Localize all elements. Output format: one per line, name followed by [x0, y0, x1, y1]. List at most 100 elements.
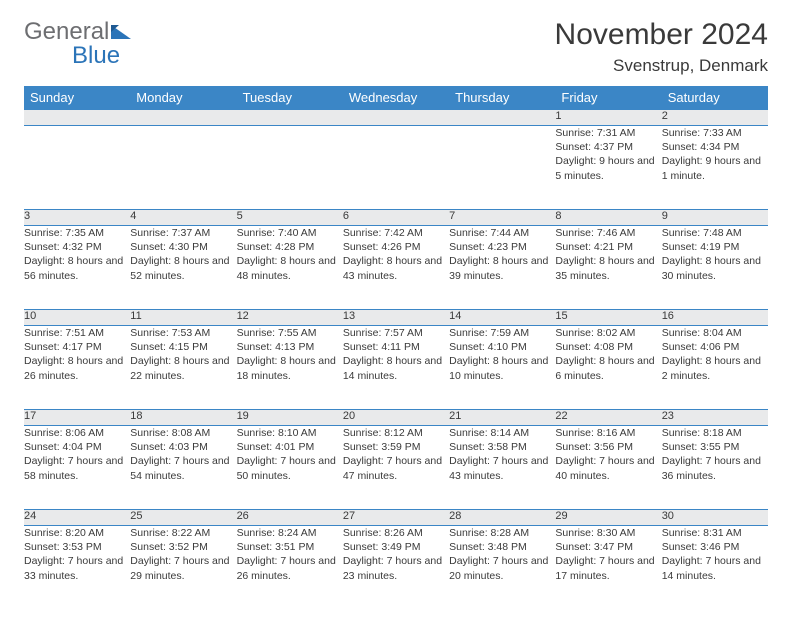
day-detail-cell: Sunrise: 8:04 AMSunset: 4:06 PMDaylight:…	[662, 326, 768, 410]
day-number-cell: 3	[24, 210, 130, 226]
day-detail-cell: Sunrise: 8:02 AMSunset: 4:08 PMDaylight:…	[555, 326, 661, 410]
day-number-cell: 16	[662, 310, 768, 326]
day-number-cell	[130, 110, 236, 126]
day-number-cell: 11	[130, 310, 236, 326]
week-detail-row: Sunrise: 7:51 AMSunset: 4:17 PM Daylight:…	[24, 326, 768, 410]
sunrise-text: Sunrise: 8:24 AM	[237, 526, 343, 540]
sunrise-text: Sunrise: 7:33 AM	[662, 126, 768, 140]
sunrise-text: Sunrise: 7:44 AM	[449, 226, 555, 240]
sunset-text: Sunset: 4:10 PM	[449, 340, 555, 354]
sunrise-text: Sunrise: 7:51 AM	[24, 326, 130, 340]
day-detail-cell: Sunrise: 8:26 AMSunset: 3:49 PMDaylight:…	[343, 526, 449, 610]
title-block: November 2024 Svenstrup, Denmark	[555, 18, 768, 76]
weekday-header: Sunday	[24, 86, 130, 110]
daylight-text: Daylight: 8 hours and 2 minutes.	[662, 354, 768, 382]
sunset-text: Sunset: 4:08 PM	[555, 340, 661, 354]
sunrise-text: Sunrise: 8:26 AM	[343, 526, 449, 540]
sunset-text: Sunset: 3:46 PM	[662, 540, 768, 554]
day-detail-cell	[24, 126, 130, 210]
day-number-cell: 6	[343, 210, 449, 226]
week-detail-row: Sunrise: 7:35 AMSunset: 4:32 PMDaylight:…	[24, 226, 768, 310]
weekday-header-row: Sunday Monday Tuesday Wednesday Thursday…	[24, 86, 768, 110]
daylight-text: Daylight: 7 hours and 14 minutes.	[662, 554, 768, 582]
day-detail-cell	[343, 126, 449, 210]
day-detail-cell: Sunrise: 7:33 AMSunset: 4:34 PMDaylight:…	[662, 126, 768, 210]
sunrise-text: Sunrise: 7:35 AM	[24, 226, 130, 240]
day-detail-cell: Sunrise: 7:57 AMSunset: 4:11 PMDaylight:…	[343, 326, 449, 410]
sunrise-text: Sunrise: 8:02 AM	[555, 326, 661, 340]
day-number-cell: 21	[449, 410, 555, 426]
sunrise-text: Sunrise: 8:22 AM	[130, 526, 236, 540]
location: Svenstrup, Denmark	[555, 56, 768, 76]
daylight-text: Daylight: 7 hours and 17 minutes.	[555, 554, 661, 582]
day-number-cell: 15	[555, 310, 661, 326]
sunset-text: Sunset: 4:34 PM	[662, 140, 768, 154]
sunset-text: Sunset: 3:55 PM	[662, 440, 768, 454]
sunset-text: Sunset: 4:17 PM	[24, 340, 130, 354]
day-detail-cell: Sunrise: 8:14 AMSunset: 3:58 PMDaylight:…	[449, 426, 555, 510]
sunrise-text: Sunrise: 8:14 AM	[449, 426, 555, 440]
day-detail-cell: Sunrise: 8:08 AMSunset: 4:03 PMDaylight:…	[130, 426, 236, 510]
daylight-text: Daylight: 7 hours and 20 minutes.	[449, 554, 555, 582]
day-number-cell: 2	[662, 110, 768, 126]
weekday-header: Friday	[555, 86, 661, 110]
day-number-cell: 17	[24, 410, 130, 426]
daylight-text: Daylight: 8 hours and 14 minutes.	[343, 354, 449, 382]
day-detail-cell	[237, 126, 343, 210]
day-detail-cell	[449, 126, 555, 210]
daylight-text: Daylight: 7 hours and 54 minutes.	[130, 454, 236, 482]
sunset-text: Sunset: 4:04 PM	[24, 440, 130, 454]
sunrise-text: Sunrise: 7:42 AM	[343, 226, 449, 240]
day-detail-cell: Sunrise: 8:06 AMSunset: 4:04 PMDaylight:…	[24, 426, 130, 510]
sunrise-text: Sunrise: 7:53 AM	[130, 326, 236, 340]
sunset-text: Sunset: 3:47 PM	[555, 540, 661, 554]
daylight-text: Daylight: 9 hours and 5 minutes.	[555, 154, 661, 182]
sunset-text: Sunset: 4:01 PM	[237, 440, 343, 454]
sunset-text: Sunset: 3:58 PM	[449, 440, 555, 454]
day-number-cell: 14	[449, 310, 555, 326]
weekday-header: Wednesday	[343, 86, 449, 110]
day-detail-cell: Sunrise: 7:59 AMSunset: 4:10 PMDaylight:…	[449, 326, 555, 410]
day-detail-cell: Sunrise: 8:31 AMSunset: 3:46 PMDaylight:…	[662, 526, 768, 610]
sunset-text: Sunset: 3:52 PM	[130, 540, 236, 554]
day-detail-cell: Sunrise: 7:53 AMSunset: 4:15 PMDaylight:…	[130, 326, 236, 410]
day-number-cell	[24, 110, 130, 126]
weekday-header: Thursday	[449, 86, 555, 110]
day-detail-cell: Sunrise: 7:46 AMSunset: 4:21 PMDaylight:…	[555, 226, 661, 310]
day-detail-cell: Sunrise: 7:35 AMSunset: 4:32 PMDaylight:…	[24, 226, 130, 310]
sunset-text: Sunset: 4:28 PM	[237, 240, 343, 254]
day-number-cell	[449, 110, 555, 126]
sunset-text: Sunset: 3:48 PM	[449, 540, 555, 554]
daylight-text: Daylight: 8 hours and 30 minutes.	[662, 254, 768, 282]
day-detail-cell: Sunrise: 8:12 AMSunset: 3:59 PMDaylight:…	[343, 426, 449, 510]
sunset-text: Sunset: 4:21 PM	[555, 240, 661, 254]
day-number-cell: 10	[24, 310, 130, 326]
calendar-table: Sunday Monday Tuesday Wednesday Thursday…	[24, 86, 768, 610]
day-number-cell: 20	[343, 410, 449, 426]
daylight-text: Daylight: 7 hours and 43 minutes.	[449, 454, 555, 482]
sunrise-text: Sunrise: 7:48 AM	[662, 226, 768, 240]
day-number-cell: 5	[237, 210, 343, 226]
weekday-header: Saturday	[662, 86, 768, 110]
daylight-text: Daylight: 8 hours and 6 minutes.	[555, 354, 661, 382]
daylight-text: Daylight: 7 hours and 23 minutes.	[343, 554, 449, 582]
day-number-cell: 9	[662, 210, 768, 226]
sunset-text: Sunset: 4:03 PM	[130, 440, 236, 454]
sunrise-text: Sunrise: 7:57 AM	[343, 326, 449, 340]
day-detail-cell: Sunrise: 7:48 AMSunset: 4:19 PMDaylight:…	[662, 226, 768, 310]
sunrise-text: Sunrise: 8:12 AM	[343, 426, 449, 440]
day-detail-cell: Sunrise: 7:44 AMSunset: 4:23 PMDaylight:…	[449, 226, 555, 310]
sunset-text: Sunset: 3:59 PM	[343, 440, 449, 454]
day-number-cell: 25	[130, 510, 236, 526]
day-number-cell: 30	[662, 510, 768, 526]
day-number-cell: 24	[24, 510, 130, 526]
sunset-text: Sunset: 4:30 PM	[130, 240, 236, 254]
sunset-text: Sunset: 4:23 PM	[449, 240, 555, 254]
week-daynum-row: 10111213141516	[24, 310, 768, 326]
sunrise-text: Sunrise: 7:46 AM	[555, 226, 661, 240]
day-detail-cell	[130, 126, 236, 210]
daylight-text: Daylight: 8 hours and 43 minutes.	[343, 254, 449, 282]
day-detail-cell: Sunrise: 7:42 AMSunset: 4:26 PMDaylight:…	[343, 226, 449, 310]
day-detail-cell: Sunrise: 8:16 AMSunset: 3:56 PMDaylight:…	[555, 426, 661, 510]
day-number-cell: 12	[237, 310, 343, 326]
